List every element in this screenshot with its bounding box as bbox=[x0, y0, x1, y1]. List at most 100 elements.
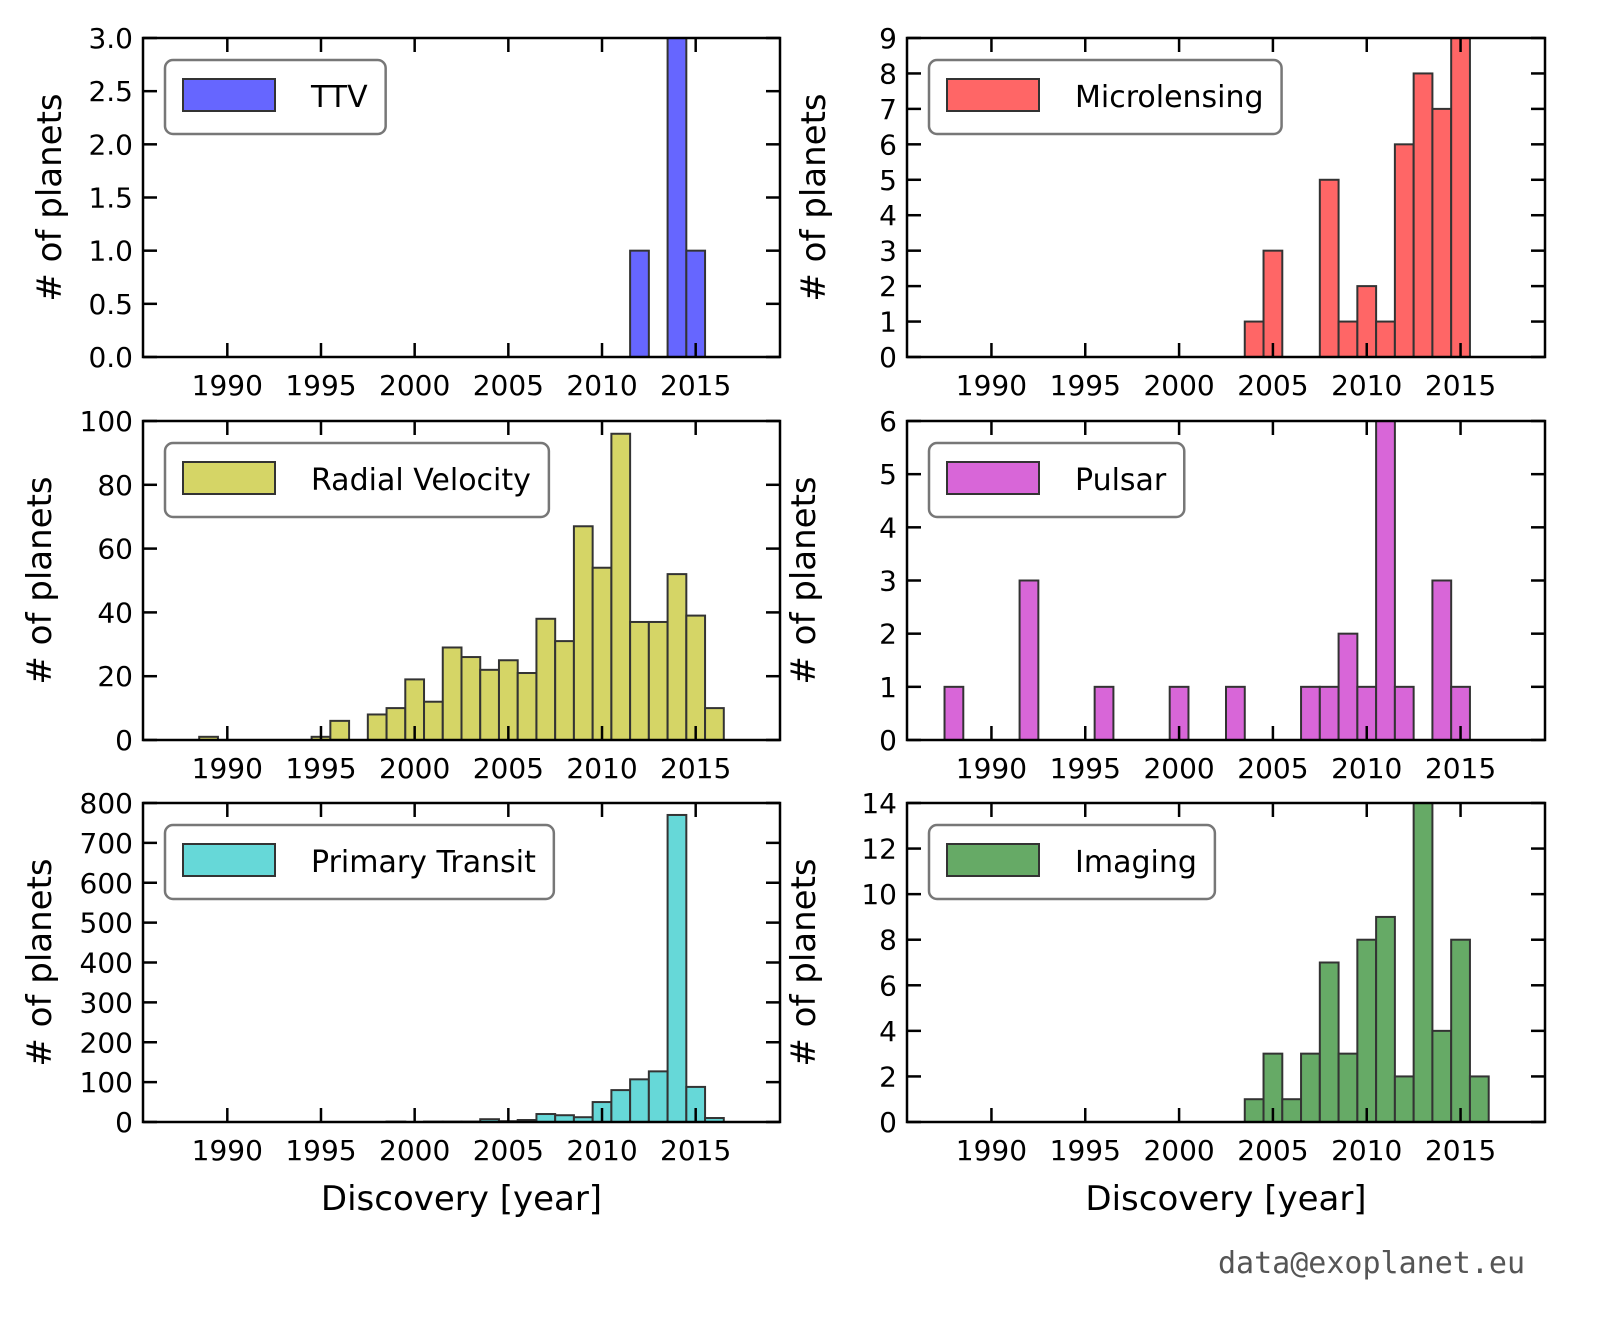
y-tick-label: 0.0 bbox=[88, 341, 133, 374]
bar bbox=[1395, 1076, 1414, 1122]
y-tick-label: 800 bbox=[80, 787, 133, 820]
x-tick-label: 2000 bbox=[1143, 369, 1214, 402]
y-tick-label: 2 bbox=[879, 270, 897, 303]
x-tick-label: 2005 bbox=[1237, 369, 1308, 402]
bar bbox=[1376, 421, 1395, 740]
x-tick-label: 1990 bbox=[956, 1134, 1027, 1167]
x-tick-label: 2010 bbox=[566, 369, 637, 402]
y-tick-label: 100 bbox=[80, 405, 133, 438]
legend-label: TTV bbox=[310, 80, 368, 115]
x-tick-label: 2005 bbox=[473, 369, 544, 402]
bar bbox=[1245, 1099, 1264, 1122]
bar bbox=[611, 1090, 630, 1122]
y-tick-label: 2.5 bbox=[88, 75, 133, 108]
y-tick-label: 4 bbox=[879, 511, 897, 544]
legend-swatch bbox=[947, 844, 1039, 876]
x-tick-label: 1995 bbox=[285, 369, 356, 402]
x-tick-label: 2000 bbox=[1143, 1134, 1214, 1167]
bar bbox=[1432, 581, 1451, 741]
y-tick-label: 400 bbox=[80, 947, 133, 980]
x-tick-label: 2000 bbox=[379, 752, 450, 785]
x-tick-label: 1995 bbox=[285, 752, 356, 785]
bar bbox=[1357, 940, 1376, 1122]
y-tick-label: 10 bbox=[861, 878, 897, 911]
x-tick-label: 1995 bbox=[1050, 1134, 1121, 1167]
bar bbox=[480, 670, 499, 740]
legend-swatch bbox=[183, 844, 275, 876]
bar bbox=[945, 687, 964, 740]
legend-swatch bbox=[947, 462, 1039, 494]
bar bbox=[1432, 109, 1451, 357]
x-tick-label: 2015 bbox=[660, 752, 731, 785]
y-tick-label: 1.5 bbox=[88, 182, 133, 215]
bar bbox=[536, 619, 555, 740]
bar bbox=[593, 568, 612, 740]
bar bbox=[1414, 73, 1433, 357]
x-tick-label: 2010 bbox=[566, 1134, 637, 1167]
y-tick-label: 0 bbox=[115, 724, 133, 757]
y-tick-label: 2 bbox=[879, 1060, 897, 1093]
y-axis-label: # of planets bbox=[784, 476, 824, 684]
y-tick-label: 80 bbox=[97, 469, 133, 502]
bar bbox=[630, 622, 649, 740]
bar bbox=[1451, 940, 1470, 1122]
legend: Imaging bbox=[929, 825, 1215, 899]
y-tick-label: 1 bbox=[879, 306, 897, 339]
bar bbox=[1470, 1076, 1489, 1122]
legend: Microlensing bbox=[929, 60, 1282, 134]
x-tick-label: 2005 bbox=[473, 1134, 544, 1167]
bar bbox=[330, 721, 349, 740]
x-axis-label: Discovery [year] bbox=[1085, 1179, 1366, 1219]
footer: data@exoplanet.eu bbox=[1218, 1246, 1525, 1281]
y-tick-label: 7 bbox=[879, 93, 897, 126]
y-tick-label: 0 bbox=[879, 724, 897, 757]
y-axis-label: # of planets bbox=[20, 858, 60, 1066]
y-tick-label: 6 bbox=[879, 405, 897, 438]
y-tick-label: 600 bbox=[80, 867, 133, 900]
x-tick-label: 2015 bbox=[660, 1134, 731, 1167]
bar bbox=[668, 38, 687, 357]
y-tick-label: 8 bbox=[879, 57, 897, 90]
bar bbox=[1020, 581, 1039, 741]
y-tick-label: 500 bbox=[80, 907, 133, 940]
y-tick-label: 3.0 bbox=[88, 22, 133, 55]
y-tick-label: 20 bbox=[97, 660, 133, 693]
bar bbox=[649, 622, 668, 740]
x-tick-label: 1990 bbox=[192, 752, 263, 785]
bar bbox=[1226, 687, 1245, 740]
y-tick-label: 12 bbox=[861, 833, 897, 866]
bar bbox=[1339, 1054, 1358, 1122]
bar bbox=[574, 526, 593, 740]
bar bbox=[1320, 687, 1339, 740]
y-tick-label: 0 bbox=[879, 1106, 897, 1139]
bar bbox=[462, 657, 481, 740]
legend-label: Pulsar bbox=[1075, 463, 1167, 498]
bar bbox=[1339, 322, 1358, 357]
bar bbox=[668, 574, 687, 740]
x-tick-label: 2010 bbox=[1331, 1134, 1402, 1167]
x-tick-label: 2010 bbox=[1331, 369, 1402, 402]
y-tick-label: 9 bbox=[879, 22, 897, 55]
bar bbox=[1301, 687, 1320, 740]
bar bbox=[555, 641, 574, 740]
bar bbox=[1395, 144, 1414, 357]
x-tick-label: 1990 bbox=[192, 1134, 263, 1167]
legend: Pulsar bbox=[929, 443, 1184, 517]
bar bbox=[1320, 180, 1339, 357]
legend: Radial Velocity bbox=[165, 443, 549, 517]
bar bbox=[705, 708, 724, 740]
legend-swatch bbox=[183, 462, 275, 494]
bar bbox=[630, 251, 649, 357]
y-tick-label: 3 bbox=[879, 235, 897, 268]
bar bbox=[630, 1079, 649, 1122]
legend-swatch bbox=[183, 79, 275, 111]
x-tick-label: 1990 bbox=[192, 369, 263, 402]
y-axis-label: # of planets bbox=[784, 858, 824, 1066]
legend-label: Microlensing bbox=[1075, 80, 1264, 115]
y-tick-label: 300 bbox=[80, 986, 133, 1019]
